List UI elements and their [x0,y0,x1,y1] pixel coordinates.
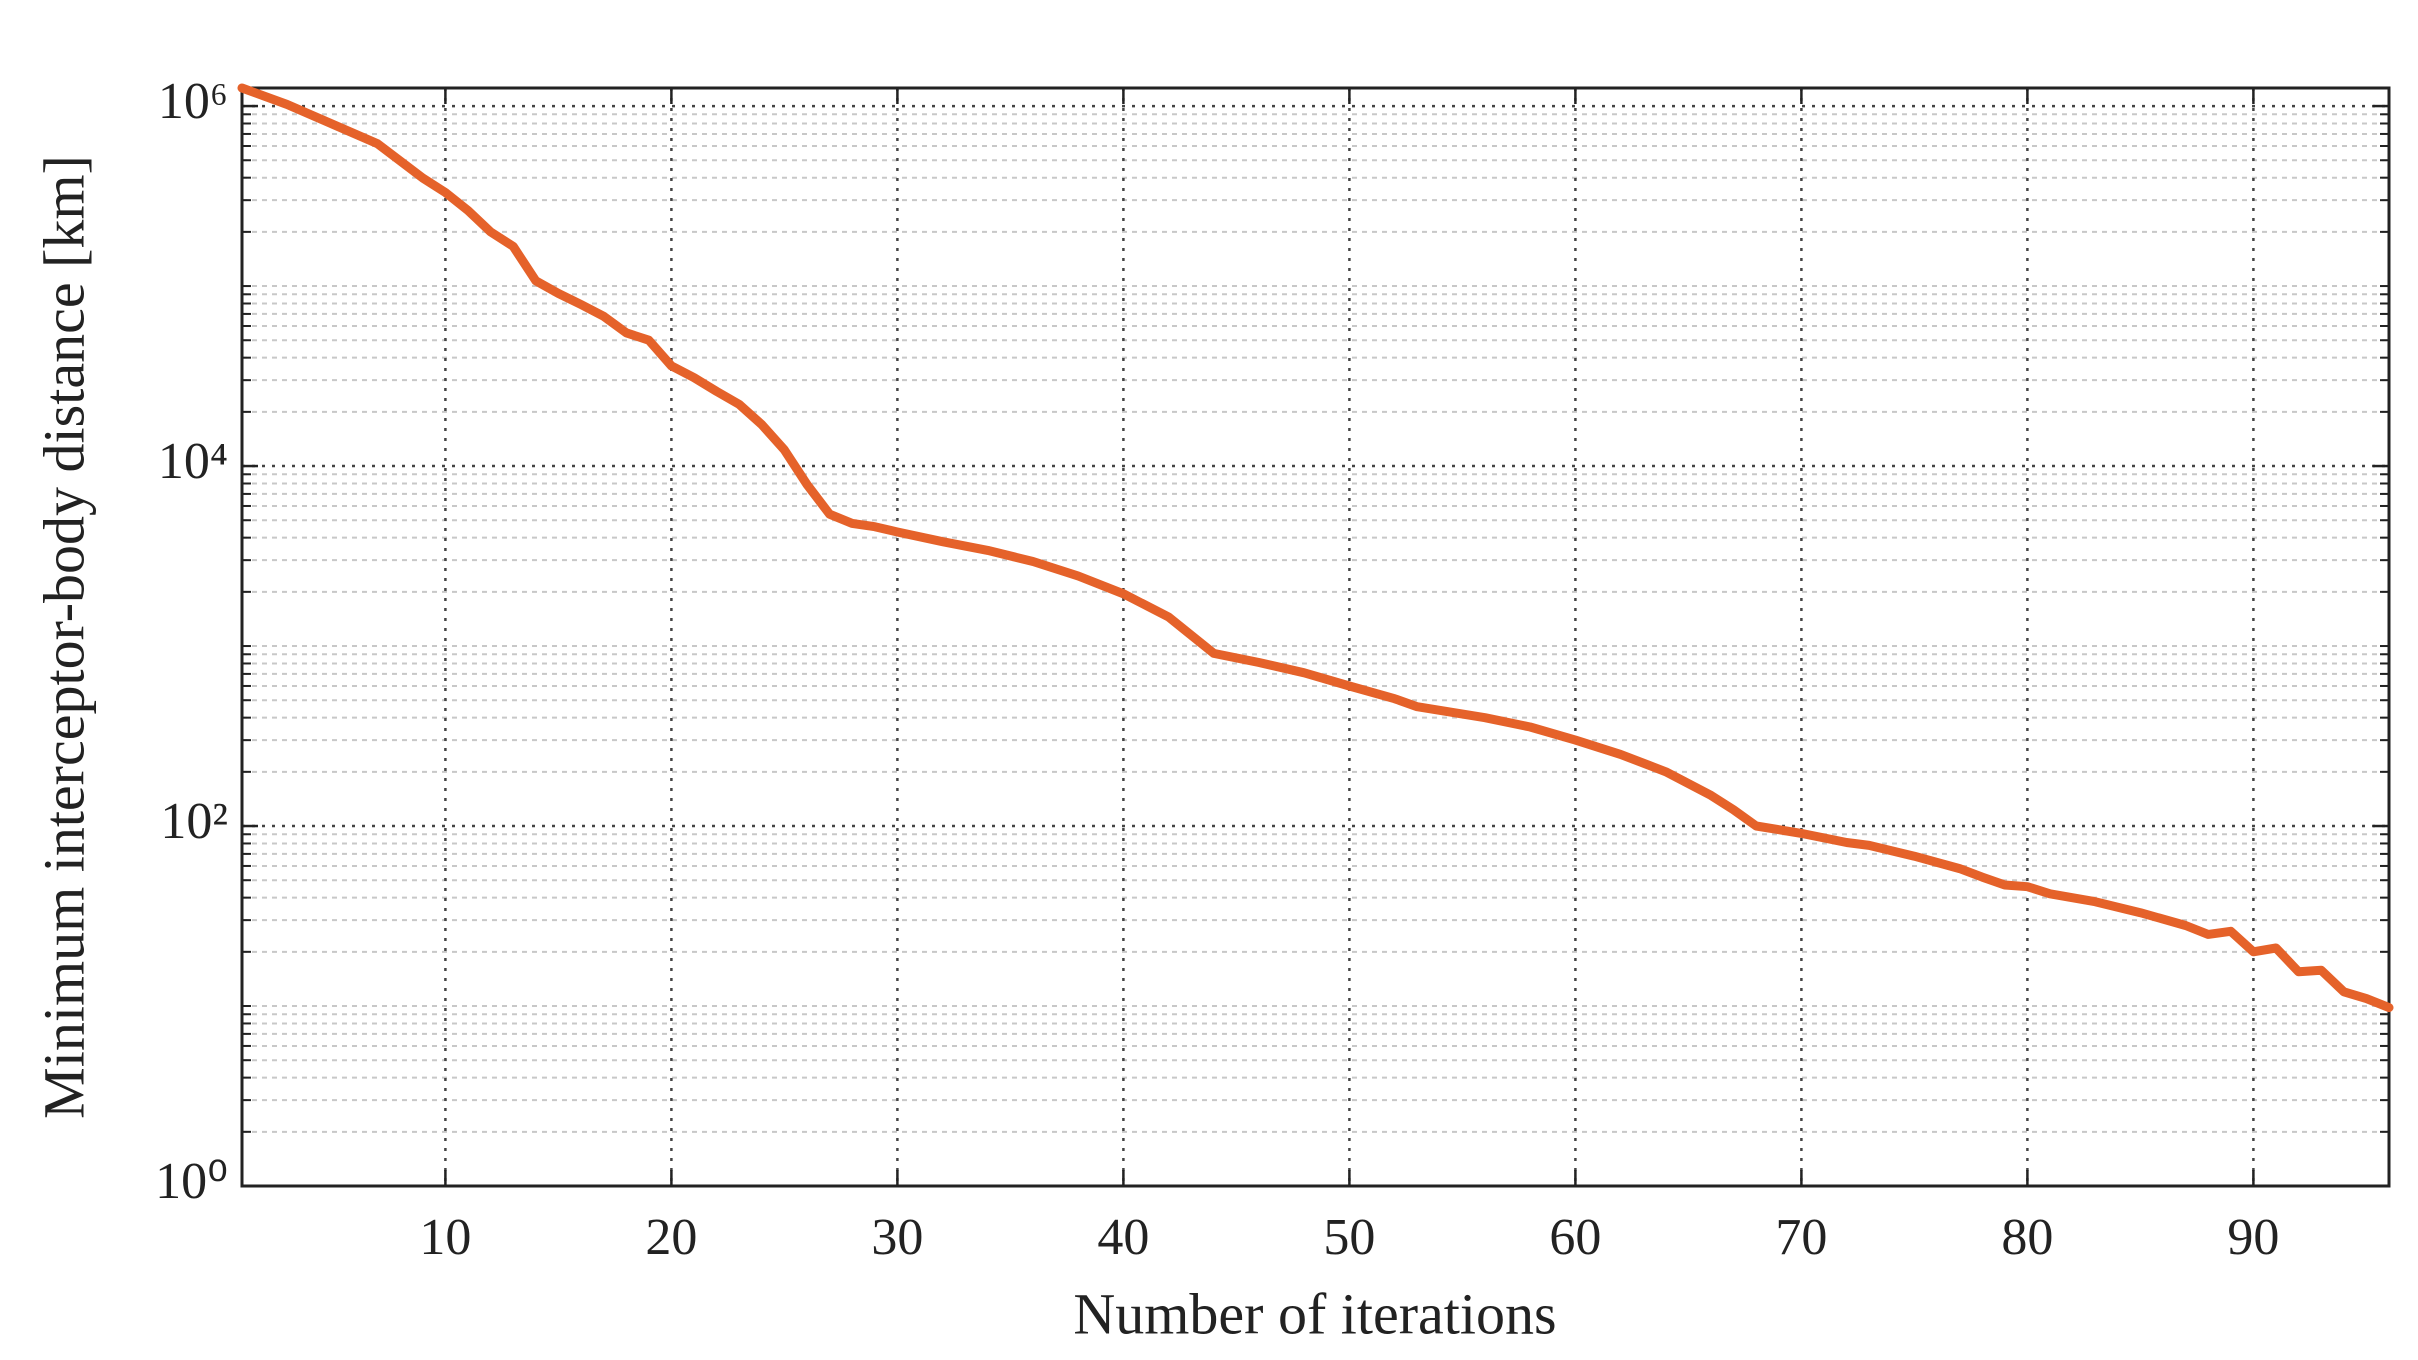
plot-frame [240,86,2391,1188]
y-tick-label: 10⁶ [158,73,228,130]
x-tick-label: 50 [1323,1209,1375,1266]
x-tick-label: 60 [1549,1209,1601,1266]
x-tick-label: 10 [419,1209,471,1266]
y-axis-label: Minimum interceptor-body distance [km] [31,155,96,1119]
x-tick-label: 80 [2001,1209,2053,1266]
y-tick-label: 10² [160,793,228,850]
x-tick-label: 70 [1775,1209,1827,1266]
data-line [237,83,2394,1013]
y-tick-label: 10⁰ [155,1153,228,1210]
x-tick-label: 30 [871,1209,923,1266]
x-tick-label: 40 [1097,1209,1149,1266]
x-tick-label: 20 [645,1209,697,1266]
x-tick-label: 90 [2227,1209,2279,1266]
y-tick-label: 10⁴ [158,433,228,490]
x-axis-label: Number of iterations [1073,1281,1556,1346]
